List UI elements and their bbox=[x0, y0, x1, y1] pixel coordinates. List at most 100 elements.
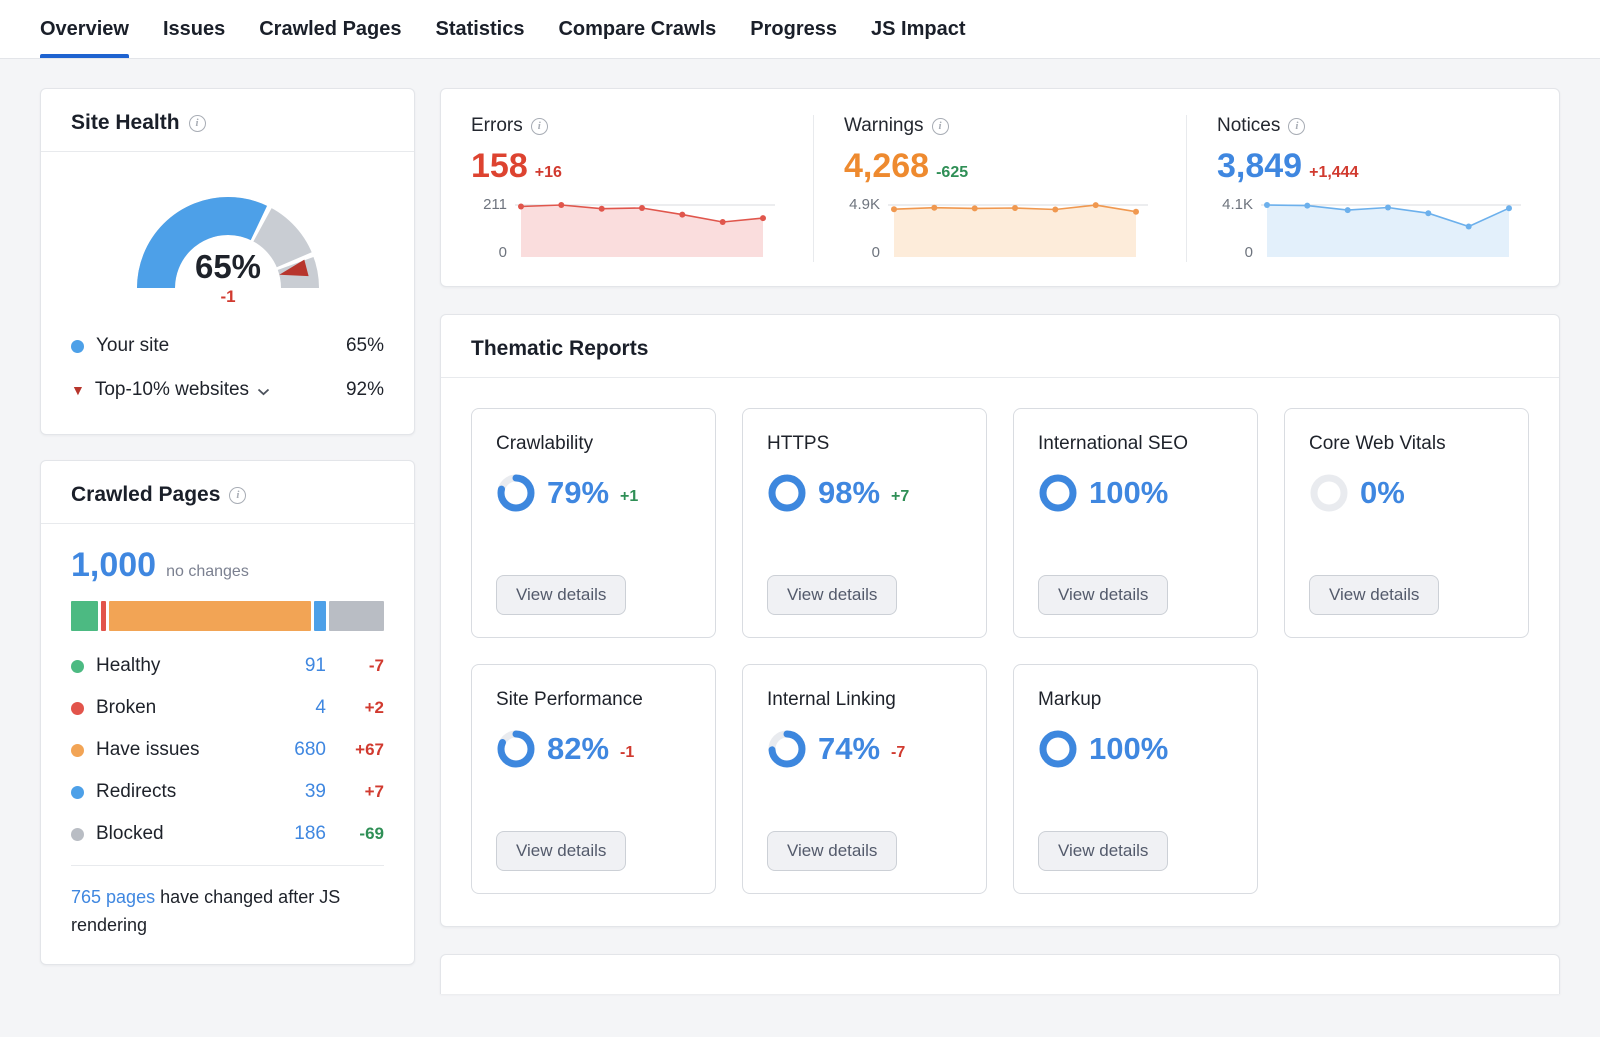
crawlability-score: 79% bbox=[547, 475, 610, 510]
top10-label: Top-10% websites bbox=[94, 379, 250, 400]
bar-segment-broken[interactable] bbox=[101, 601, 107, 631]
js-rendering-note: 765 pages have changed after JS renderin… bbox=[71, 865, 384, 964]
warnings-sparkline bbox=[888, 202, 1148, 257]
have-issues-delta: +67 bbox=[355, 740, 384, 759]
info-icon[interactable]: i bbox=[931, 117, 949, 135]
thematic-reports-card: Thematic Reports Crawlability 79% +1 Vie… bbox=[440, 314, 1560, 927]
blocked-count-link[interactable]: 186 bbox=[294, 823, 326, 844]
blocked-label: Blocked bbox=[96, 823, 164, 844]
core-web-vitals-label: Core Web Vitals bbox=[1309, 433, 1446, 454]
international-seo-view-details-button[interactable]: View details bbox=[1038, 575, 1169, 615]
site-health-card: Site Health i 65% -1 Your site 65% ▼ bbox=[40, 88, 415, 435]
info-icon[interactable]: i bbox=[229, 486, 247, 504]
thematic-reports-grid: Crawlability 79% +1 View details HTTPS 9… bbox=[441, 378, 1559, 926]
legend-row-your-site: Your site 65% bbox=[71, 324, 384, 368]
bar-segment-have-issues[interactable] bbox=[109, 601, 312, 631]
notices-delta: +1,444 bbox=[1309, 164, 1359, 181]
tab-overview[interactable]: Overview bbox=[40, 0, 129, 58]
redirects-label: Redirects bbox=[96, 781, 177, 802]
internal-linking-ring-icon bbox=[768, 730, 806, 768]
site-performance-view-details-button[interactable]: View details bbox=[496, 831, 627, 871]
core-web-vitals-view-details-button[interactable]: View details bbox=[1309, 575, 1440, 615]
chevron-down-icon[interactable] bbox=[257, 388, 270, 396]
notices-label: Notices bbox=[1217, 115, 1281, 136]
internal-linking-view-details-button[interactable]: View details bbox=[767, 831, 898, 871]
thematic-reports-header: Thematic Reports bbox=[441, 315, 1559, 378]
crawlability-ring-icon bbox=[497, 474, 535, 512]
legend-row-top10[interactable]: ▼ Top-10% websites 92% bbox=[71, 368, 384, 412]
your-site-label: Your site bbox=[96, 335, 170, 356]
dashboard: Site Health i 65% -1 Your site 65% ▼ bbox=[0, 59, 1600, 994]
site-performance-ring-icon bbox=[497, 730, 535, 768]
redirects-delta: +7 bbox=[364, 782, 384, 801]
notices-sparkline bbox=[1261, 202, 1521, 257]
blocked-dot-icon bbox=[71, 827, 84, 841]
changed-pages-link[interactable]: 765 pages bbox=[71, 887, 156, 907]
tab-progress[interactable]: Progress bbox=[750, 17, 838, 40]
bar-segment-redirects[interactable] bbox=[314, 601, 326, 631]
redirects-dot-icon bbox=[71, 785, 84, 799]
thematic-reports-title: Thematic Reports bbox=[471, 337, 649, 360]
notices-axis: 4.1K 0 bbox=[1222, 196, 1253, 261]
legend-row-blocked: Blocked 186 -69 bbox=[71, 813, 384, 855]
tab-issues[interactable]: Issues bbox=[162, 17, 226, 40]
healthy-dot-icon bbox=[71, 659, 84, 673]
report-https: HTTPS 98% +7 View details bbox=[742, 408, 987, 638]
redirects-count-link[interactable]: 39 bbox=[304, 781, 326, 802]
left-column: Site Health i 65% -1 Your site 65% ▼ bbox=[40, 88, 415, 994]
broken-count-link[interactable]: 4 bbox=[315, 697, 326, 718]
internal-linking-delta: -7 bbox=[891, 744, 906, 761]
site-health-title: Site Health bbox=[71, 111, 180, 134]
report-core-web-vitals: Core Web Vitals 0% View details bbox=[1284, 408, 1529, 638]
legend-row-have-issues: Have issues 680 +67 bbox=[71, 729, 384, 771]
tab-compare-crawls[interactable]: Compare Crawls bbox=[558, 17, 717, 40]
crawlability-view-details-button[interactable]: View details bbox=[496, 575, 627, 615]
international-seo-label: International SEO bbox=[1038, 433, 1188, 454]
crawled-pages-body: 1,000 no changes bbox=[41, 524, 414, 631]
errors-value[interactable]: 158 bbox=[471, 147, 528, 185]
markup-score: 100% bbox=[1089, 731, 1169, 766]
crawled-pages-total: 1,000 bbox=[71, 546, 157, 584]
metric-errors: Errors i 158 +16 211 0 bbox=[441, 115, 813, 262]
core-web-vitals-ring-icon bbox=[1310, 474, 1348, 512]
tab-statistics[interactable]: Statistics bbox=[435, 17, 525, 40]
bar-segment-healthy[interactable] bbox=[71, 601, 99, 631]
top10-marker-icon: ▼ bbox=[71, 382, 85, 398]
have-issues-count-link[interactable]: 680 bbox=[294, 739, 326, 760]
legend-row-redirects: Redirects 39 +7 bbox=[71, 771, 384, 813]
warnings-label: Warnings bbox=[844, 115, 924, 136]
tab-crawled-pages[interactable]: Crawled Pages bbox=[259, 17, 402, 40]
warnings-axis: 4.9K 0 bbox=[849, 196, 880, 261]
broken-delta: +2 bbox=[364, 698, 384, 717]
your-site-dot-icon bbox=[71, 339, 84, 353]
info-icon[interactable]: i bbox=[1288, 117, 1306, 135]
warnings-value[interactable]: 4,268 bbox=[844, 147, 930, 185]
site-health-score-delta: -1 bbox=[220, 287, 235, 306]
crawled-pages-header: Crawled Pages i bbox=[41, 461, 414, 524]
site-performance-delta: -1 bbox=[620, 744, 635, 761]
bar-segment-blocked[interactable] bbox=[328, 601, 385, 631]
have-issues-dot-icon bbox=[71, 743, 84, 757]
markup-view-details-button[interactable]: View details bbox=[1038, 831, 1169, 871]
site-performance-score: 82% bbox=[547, 731, 610, 766]
have-issues-label: Have issues bbox=[96, 739, 200, 760]
https-view-details-button[interactable]: View details bbox=[767, 575, 898, 615]
crawlability-delta: +1 bbox=[620, 488, 639, 505]
info-icon[interactable]: i bbox=[188, 114, 206, 132]
core-web-vitals-score: 0% bbox=[1360, 475, 1405, 510]
info-icon[interactable]: i bbox=[530, 117, 548, 135]
crawled-pages-note: no changes bbox=[166, 563, 249, 580]
your-site-value: 65% bbox=[345, 335, 384, 356]
errors-sparkline bbox=[515, 202, 775, 257]
tab-js-impact[interactable]: JS Impact bbox=[871, 17, 966, 40]
broken-dot-icon bbox=[71, 701, 84, 715]
crawled-pages-title: Crawled Pages bbox=[71, 483, 221, 506]
broken-label: Broken bbox=[96, 697, 157, 718]
site-health-header: Site Health i bbox=[41, 89, 414, 152]
right-column: Errors i 158 +16 211 0 Warnings bbox=[440, 88, 1560, 994]
site-health-score: 65% bbox=[194, 248, 260, 285]
notices-value[interactable]: 3,849 bbox=[1217, 147, 1303, 185]
international-seo-score: 100% bbox=[1089, 475, 1169, 510]
healthy-count-link[interactable]: 91 bbox=[304, 655, 326, 676]
internal-linking-score: 74% bbox=[818, 731, 881, 766]
